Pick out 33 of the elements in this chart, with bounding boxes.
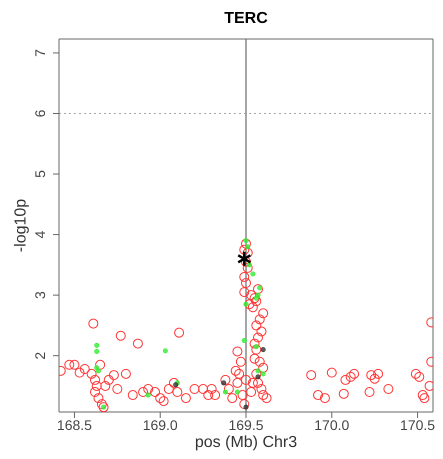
point (234, 390, 240, 395)
point (256, 374, 261, 380)
point (244, 238, 248, 244)
x-tick-label: 169.5 (228, 416, 264, 433)
point (221, 380, 226, 386)
x-tick-label: 169.0 (142, 416, 178, 433)
point (244, 404, 248, 410)
x-tick-label: 170.0 (314, 416, 350, 433)
point (236, 250, 252, 268)
y-tick-label: 5 (32, 170, 48, 178)
y-tick-label: 2 (32, 352, 48, 360)
point (242, 338, 247, 344)
y-tick-label: 7 (32, 48, 48, 57)
point (260, 347, 266, 352)
point (162, 348, 168, 354)
x-tick-label: 170.5 (400, 416, 436, 433)
x-axis-title: pos (Mb) Chr3 (194, 434, 298, 451)
y-tick-label: 4 (32, 230, 48, 238)
y-tick-label: 6 (32, 109, 48, 118)
chart-title: TERC (223, 10, 269, 28)
point (222, 390, 228, 395)
point (96, 368, 101, 374)
point (146, 392, 151, 398)
y-axis-title: -log10p (12, 198, 30, 252)
point (260, 371, 266, 376)
y-tick-label: 3 (32, 291, 48, 300)
point (250, 271, 256, 276)
point (246, 262, 252, 268)
point (245, 244, 250, 250)
x-tick-label: 168.5 (56, 416, 92, 433)
point (244, 302, 248, 307)
point (94, 342, 100, 348)
point (94, 348, 100, 354)
